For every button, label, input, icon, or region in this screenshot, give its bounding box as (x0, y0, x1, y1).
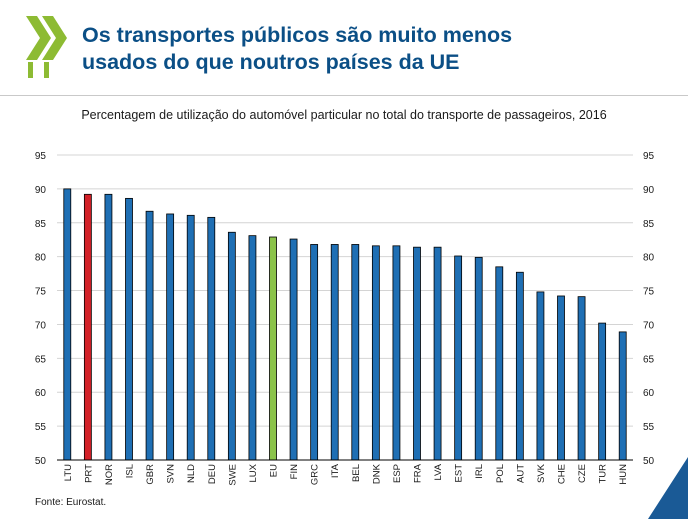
title-line-2: usados do que noutros países da UE (82, 50, 460, 74)
x-tick-label: TUR (598, 464, 609, 484)
y-tick-label-right: 80 (643, 253, 655, 264)
x-tick-label: ITA (330, 463, 341, 478)
bar-tur (598, 322, 607, 461)
x-tick-label: HUN (618, 464, 629, 485)
x-tick-label: IRL (474, 464, 485, 479)
header-divider (0, 95, 688, 96)
y-tick-label-left: 50 (35, 456, 47, 467)
x-tick-label: CZE (577, 464, 588, 483)
y-tick-label-left: 90 (35, 185, 47, 196)
corner-decoration (648, 457, 688, 519)
bar-fra (413, 246, 421, 461)
bar-swe (227, 231, 236, 461)
x-tick-label: BEL (351, 464, 362, 482)
y-tick-label-left: 55 (35, 422, 47, 433)
bar-ltu (63, 188, 72, 461)
bar-bel (351, 244, 360, 461)
bar-fin (289, 238, 298, 461)
y-tick-label-right: 75 (643, 287, 655, 298)
bar-nor (104, 193, 113, 461)
bar-deu (207, 216, 216, 461)
bar-lva (433, 246, 442, 461)
y-tick-label-left: 85 (35, 219, 47, 230)
x-tick-label: POL (495, 464, 506, 483)
bar-dnk (371, 245, 380, 461)
x-tick-label: CHE (557, 464, 568, 484)
y-tick-label-left: 65 (35, 354, 47, 365)
x-tick-label: FIN (289, 464, 300, 479)
bar-isl (125, 197, 133, 461)
x-tick-label: ISL (125, 464, 136, 478)
y-tick-label-left: 75 (35, 287, 47, 298)
x-tick-label: GRC (310, 464, 321, 485)
title-line-1: Os transportes públicos são muito menos (82, 23, 513, 47)
y-tick-label-right: 50 (643, 456, 655, 467)
y-tick-label-right: 65 (643, 354, 655, 365)
bar-ita (330, 244, 339, 461)
x-tick-label: LUX (248, 463, 259, 482)
bar-pol (495, 266, 504, 461)
x-tick-label: EU (269, 464, 280, 477)
y-tick-label-right: 70 (643, 320, 655, 331)
y-tick-label-left: 80 (35, 253, 47, 264)
oecd-logo-icon (26, 16, 67, 78)
x-tick-label: NOR (104, 464, 115, 485)
x-tick-label: ESP (392, 464, 403, 483)
x-tick-label: FRA (413, 463, 424, 483)
bar-gbr (145, 210, 154, 461)
source-note: Fonte: Eurostat. (35, 497, 107, 508)
bar-nld (186, 214, 195, 461)
x-tick-label: DEU (207, 464, 218, 484)
bar-prt (83, 193, 92, 461)
x-tick-label: AUT (515, 464, 526, 483)
chart-title: Percentagem de utilização do automóvel p… (81, 108, 607, 122)
x-tick-label: SVK (536, 463, 547, 483)
y-tick-label-right: 55 (643, 422, 655, 433)
x-tick-label: EST (454, 464, 465, 483)
bar-che (557, 295, 565, 461)
bar-chart: 50 50 55 55 60 60 65 65 70 70 75 75 80 80 85 85 90 90 95 95… (35, 151, 655, 486)
y-tick-label-right: 60 (643, 388, 655, 399)
bar-eu (269, 236, 277, 461)
x-tick-label: LVA (433, 463, 444, 480)
y-tick-label-left: 95 (35, 151, 47, 162)
y-tick-label-right: 90 (643, 185, 655, 196)
bar-est (454, 255, 463, 461)
x-tick-label: NLD (186, 464, 197, 483)
bar-irl (474, 256, 483, 461)
x-tick-label: PRT (83, 464, 94, 483)
x-tick-label: GBR (145, 464, 156, 485)
y-tick-label-right: 95 (643, 151, 655, 162)
x-tick-label: SWE (227, 464, 238, 486)
bar-esp (392, 245, 401, 461)
y-tick-label-left: 70 (35, 320, 47, 331)
bar-grc (310, 244, 319, 461)
page-title: Os transportes públicos são muito menos … (82, 22, 512, 76)
bar-cze (577, 296, 586, 461)
y-tick-label-right: 85 (643, 219, 655, 230)
x-tick-label: LTU (63, 464, 74, 481)
y-tick-label-left: 60 (35, 388, 47, 399)
bar-svn (166, 213, 175, 461)
bar-aut (515, 271, 524, 461)
bar-lux (248, 235, 257, 461)
x-tick-label: DNK (371, 463, 382, 484)
x-tick-label: SVN (166, 464, 177, 484)
bar-svk (536, 291, 545, 461)
bar-hun (618, 331, 627, 461)
